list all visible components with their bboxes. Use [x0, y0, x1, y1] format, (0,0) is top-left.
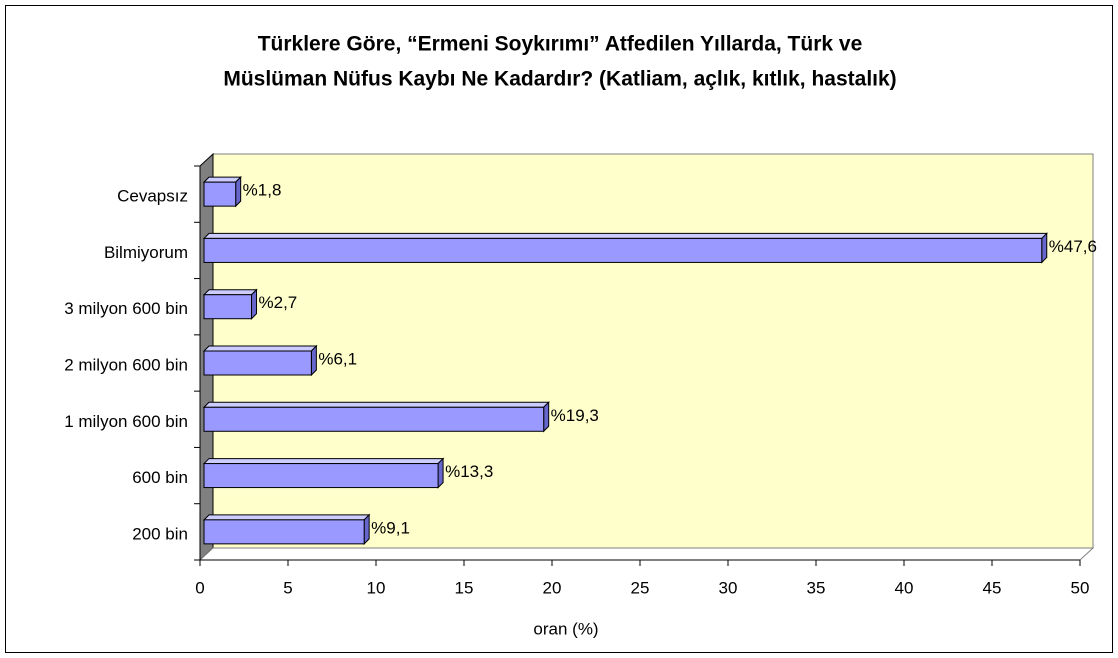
x-tick-label: 5 — [283, 578, 292, 597]
x-tick-label: 25 — [631, 578, 650, 597]
bar-side — [251, 288, 258, 320]
data-label: %47,6 — [1049, 237, 1097, 256]
bar — [203, 294, 253, 320]
bar-side — [235, 175, 242, 208]
y-tick-label: Cevapsız — [117, 187, 188, 206]
bar-side — [437, 457, 444, 489]
x-tick-label: 50 — [1071, 578, 1090, 597]
bar — [203, 519, 365, 545]
y-tick-label: 3 milyon 600 bin — [64, 299, 188, 318]
data-label: %19,3 — [551, 406, 599, 425]
bar-top — [202, 401, 550, 408]
data-label: %2,7 — [259, 293, 298, 312]
x-tick-label: 0 — [195, 578, 204, 597]
bar-top — [202, 458, 445, 465]
y-tick-label: Bilmiyorum — [104, 243, 188, 262]
bar-side — [310, 344, 317, 377]
bar — [203, 463, 439, 489]
data-label: %1,8 — [243, 181, 282, 200]
bar — [203, 181, 237, 207]
chart-title: Müslüman Nüfus Kaybı Ne Kadardır? (Katli… — [223, 68, 896, 91]
y-tick-label: 2 milyon 600 bin — [64, 355, 188, 374]
bar — [203, 237, 1043, 263]
chart-title: Türklere Göre, “Ermeni Soykırımı” Atfedi… — [258, 33, 863, 56]
bar — [203, 350, 312, 376]
bar-top — [202, 345, 318, 352]
bar-top — [202, 232, 1048, 239]
x-tick-label: 10 — [367, 578, 386, 597]
bar-side — [543, 401, 550, 433]
bar-top — [202, 514, 371, 521]
x-tick-label: 45 — [983, 578, 1002, 597]
bar-side — [1041, 232, 1048, 264]
data-label: %13,3 — [445, 462, 493, 481]
bar-top — [202, 176, 242, 183]
x-tick-label: 20 — [543, 578, 562, 597]
y-tick-label: 600 bin — [132, 468, 188, 487]
x-tick-label: 30 — [719, 578, 738, 597]
x-tick-label: 15 — [455, 578, 474, 597]
bar-side — [363, 513, 370, 546]
x-axis-title: oran (%) — [533, 619, 598, 638]
data-label: %9,1 — [371, 518, 410, 537]
bar — [203, 406, 545, 432]
x-tick-label: 40 — [895, 578, 914, 597]
data-label: %6,1 — [318, 349, 357, 368]
floor — [198, 547, 1095, 561]
x-tick-label: 35 — [807, 578, 826, 597]
y-tick-label: 200 bin — [132, 524, 188, 543]
bar-top — [202, 289, 258, 296]
y-tick-label: 1 milyon 600 bin — [64, 412, 188, 431]
